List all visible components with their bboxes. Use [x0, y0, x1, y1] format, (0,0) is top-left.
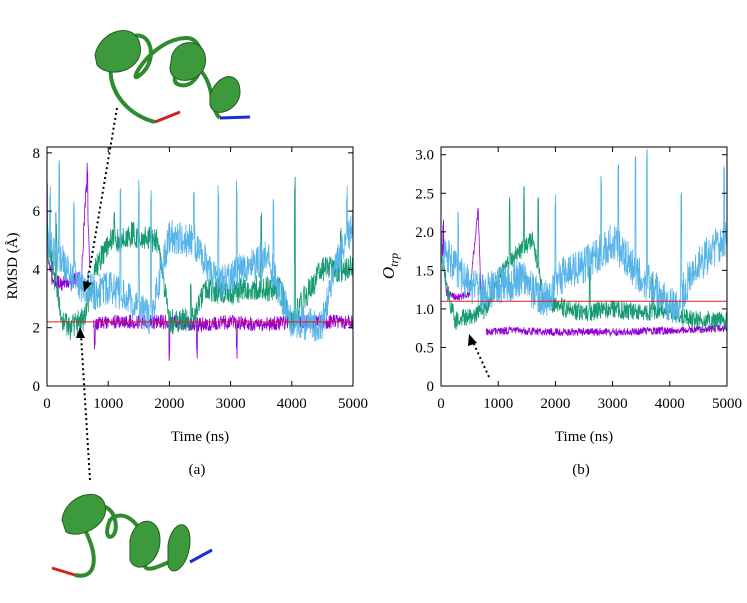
x-tick-label: 1000 [483, 396, 513, 412]
arrow-head [76, 327, 85, 338]
y-tick-label: 2 [33, 321, 41, 337]
plot-frame-a [46, 146, 354, 387]
n-terminus-marker [154, 110, 181, 124]
x-tick-label: 5000 [338, 396, 368, 412]
arrow-panel-b [472, 341, 490, 378]
x-tick-label: 5000 [712, 396, 742, 412]
y-tick-label: 2.5 [415, 186, 434, 202]
n-terminus-marker [51, 566, 76, 577]
y-tick-label: 0 [427, 379, 435, 395]
x-tick-label: 1000 [93, 396, 123, 412]
y-axis-title-a: RMSD (Å) [5, 232, 21, 299]
x-axis-title-b: Time (ns) [555, 429, 613, 445]
y-axis-title-b-main: O [379, 267, 398, 279]
series-line [441, 149, 727, 324]
y-tick-label: 1.5 [415, 263, 434, 279]
chart-panel-b: 0 1000 2000 3000 4000 5000 0 0.5 1.0 1.5 2.0 2.5 3.0… [379, 146, 742, 478]
protein-structure-image-top [94, 30, 251, 124]
c-terminus-marker [219, 115, 251, 120]
arrow-head [468, 334, 477, 346]
x-tick-label: 2000 [154, 396, 184, 412]
arrow-head [83, 281, 92, 292]
panel-label-b: (b) [572, 462, 590, 478]
panel-label-a: (a) [189, 462, 206, 478]
annotation-arrows [76, 107, 490, 481]
y-tick-label: 2.0 [415, 225, 434, 241]
y-tick-label: 3.0 [415, 148, 434, 164]
c-terminus-marker [189, 548, 213, 564]
y-tick-label: 0.5 [415, 340, 434, 356]
y-tick-label: 6 [33, 204, 41, 220]
arrow-bottom-structure [80, 334, 91, 481]
y-tick-label: 0 [33, 379, 41, 395]
x-axis-title-a: Time (ns) [171, 429, 229, 445]
y-tick-label: 8 [33, 146, 41, 162]
plot-frame-b [440, 146, 728, 387]
protein-structure-image-bottom [51, 493, 213, 578]
x-tick-label: 4000 [655, 396, 685, 412]
x-tick-label: 3000 [598, 396, 628, 412]
x-tick-label: 0 [43, 396, 51, 412]
chart-panel-a: 0 1000 2000 3000 4000 5000 0 2 4 6 8 Time (ns) RMS… [5, 146, 368, 478]
x-tick-label: 2000 [540, 396, 570, 412]
svg-text:Otrp: Otrp [379, 253, 401, 279]
series-line [441, 186, 727, 331]
series-line [485, 324, 727, 338]
y-tick-label: 4 [33, 262, 41, 278]
x-tick-label: 4000 [277, 396, 307, 412]
y-axis-title-b-sub: trp [387, 253, 401, 267]
x-tick-label: 3000 [216, 396, 246, 412]
x-tick-label: 0 [437, 396, 445, 412]
series-line [47, 160, 353, 342]
y-tick-label: 1.0 [415, 302, 434, 318]
y-axis-title-b: Otrp [379, 253, 401, 279]
